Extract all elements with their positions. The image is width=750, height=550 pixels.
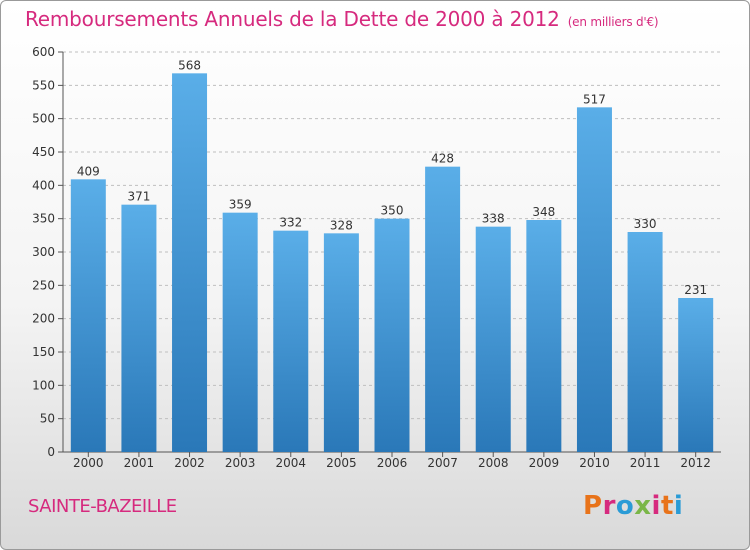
- x-tick-label: 2004: [275, 456, 306, 470]
- data-label: 568: [178, 58, 201, 72]
- y-tick-label: 600: [32, 45, 55, 59]
- logo-letter: r: [602, 491, 616, 521]
- bar[interactable]: [526, 220, 562, 452]
- logo-letter: t: [660, 491, 674, 521]
- bar[interactable]: [273, 230, 309, 452]
- data-label: 350: [381, 204, 404, 218]
- x-tick-label: 2002: [174, 456, 205, 470]
- bar[interactable]: [374, 218, 410, 452]
- bar[interactable]: [475, 226, 511, 452]
- data-label: 348: [532, 205, 555, 219]
- bar[interactable]: [425, 166, 461, 452]
- x-tick-label: 2010: [579, 456, 610, 470]
- logo-letter: o: [615, 491, 635, 521]
- x-tick-label: 2003: [225, 456, 256, 470]
- x-tick-label: 2008: [478, 456, 509, 470]
- logo-letter: i: [673, 491, 684, 521]
- data-label: 359: [229, 198, 252, 212]
- y-tick-label: 350: [32, 212, 55, 226]
- y-tick-label: 0: [47, 445, 55, 459]
- bars: [70, 73, 714, 453]
- bar[interactable]: [121, 204, 157, 452]
- x-tick-label: 2012: [680, 456, 711, 470]
- data-label: 231: [684, 283, 707, 297]
- place-name: SAINTE-BAZEILLE: [28, 496, 177, 517]
- bar[interactable]: [70, 179, 106, 453]
- x-tick-label: 2011: [630, 456, 661, 470]
- y-tick-label: 400: [32, 178, 55, 192]
- data-label: 328: [330, 218, 353, 232]
- proxiti-logo[interactable]: Proxiti: [583, 491, 683, 521]
- y-tick-label: 450: [32, 145, 55, 159]
- bar[interactable]: [576, 107, 612, 452]
- bar[interactable]: [678, 298, 714, 452]
- x-tick-label: 2005: [326, 456, 357, 470]
- bar[interactable]: [172, 73, 208, 452]
- data-label: 428: [431, 152, 454, 166]
- chart-title-text: Remboursements Annuels de la Dette de 20…: [25, 7, 560, 31]
- bar[interactable]: [222, 212, 258, 452]
- labels: 0 50 100 150 200 250 300 350 400 450 500 550 600 2000…: [32, 45, 711, 470]
- y-tick-label: 250: [32, 278, 55, 292]
- chart-subtitle: (en milliers d'€): [567, 15, 659, 29]
- data-label: 332: [279, 216, 302, 230]
- data-label: 338: [482, 212, 505, 226]
- y-tick-label: 550: [32, 78, 55, 92]
- y-tick-label: 300: [32, 245, 55, 259]
- x-tick-label: 2001: [124, 456, 155, 470]
- data-label: 330: [634, 217, 657, 231]
- bar[interactable]: [627, 232, 663, 452]
- data-label: 409: [77, 164, 100, 178]
- logo-letter: x: [634, 491, 652, 521]
- logo-letter: P: [583, 491, 603, 521]
- y-tick-label: 50: [40, 412, 55, 426]
- x-tick-label: 2007: [427, 456, 458, 470]
- y-tick-label: 500: [32, 112, 55, 126]
- y-tick-label: 200: [32, 312, 55, 326]
- y-tick-label: 100: [32, 378, 55, 392]
- x-tick-label: 2009: [529, 456, 560, 470]
- chart-title: Remboursements Annuels de la Dette de 20…: [25, 7, 659, 31]
- data-label: 517: [583, 92, 606, 106]
- y-tick-label: 150: [32, 345, 55, 359]
- x-tick-label: 2006: [377, 456, 408, 470]
- logo-letter: i: [651, 491, 661, 521]
- data-label: 371: [127, 190, 150, 204]
- bar[interactable]: [323, 233, 359, 452]
- x-tick-label: 2000: [73, 456, 104, 470]
